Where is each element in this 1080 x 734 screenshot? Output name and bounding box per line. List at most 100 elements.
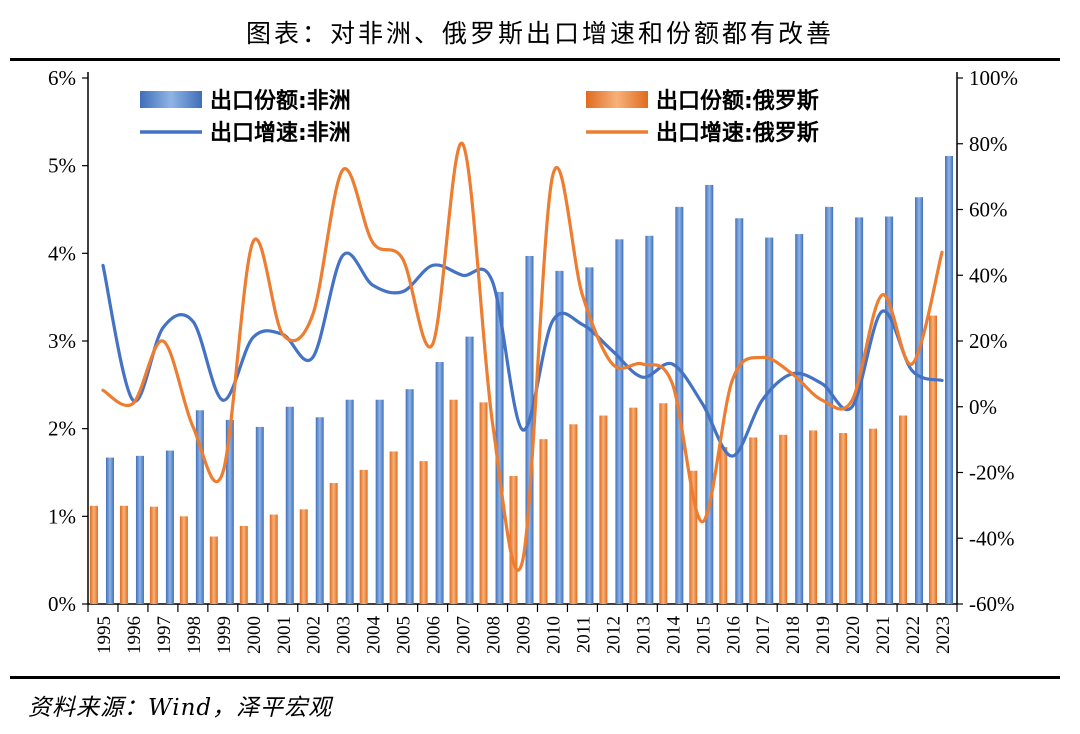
source-note: 资料来源：Wind，泽平宏观 [28, 695, 333, 721]
right-axis-tick-label: 40% [969, 263, 1008, 287]
bar-share-russia [899, 415, 908, 604]
top-rule [10, 58, 1060, 61]
bar-share-russia [239, 525, 248, 604]
x-axis-tick-label: 1996 [124, 616, 145, 654]
bar-share-russia [839, 433, 848, 604]
left-axis-tick-label: 3% [48, 329, 76, 353]
right-axis-tick-label: 100% [969, 66, 1018, 90]
bar-share-russia [479, 402, 488, 604]
left-axis-tick-label: 0% [48, 592, 76, 616]
x-axis-tick-label: 1997 [154, 616, 175, 654]
right-axis-tick-label: 0% [969, 395, 997, 419]
bar-share-africa [735, 218, 744, 604]
bar-share-africa [315, 417, 324, 604]
bar-share-africa [375, 399, 384, 604]
bar-share-africa [345, 399, 354, 604]
x-axis-tick-label: 2001 [274, 616, 295, 654]
x-axis-tick-label: 2009 [514, 616, 535, 654]
bar-share-russia [539, 439, 548, 604]
bar-share-russia [809, 430, 818, 604]
chart-title: 图表：对非洲、俄罗斯出口增速和份额都有改善 [245, 19, 834, 48]
bar-share-africa [165, 450, 174, 604]
left-axis-tick-label: 5% [48, 154, 76, 178]
bar-share-africa [225, 419, 234, 604]
bottom-rule [10, 676, 1060, 679]
x-axis-tick-label: 1999 [214, 616, 235, 654]
bar-share-africa [285, 406, 294, 604]
right-axis-tick-label: -40% [969, 526, 1015, 550]
bar-share-russia [599, 415, 608, 604]
legend-growth-africa-label: 出口增速:非洲 [210, 120, 351, 146]
legend-share-russia-swatch [586, 91, 648, 108]
legend-growth-russia-label: 出口增速:俄罗斯 [656, 120, 819, 146]
bar-share-africa [495, 291, 504, 604]
bar-share-africa [255, 426, 264, 604]
x-axis-tick-label: 2018 [783, 616, 804, 654]
bar-share-africa [795, 234, 804, 604]
chart-svg: 0% 1% 2% 3% 4% 5% 6% -60% -40% -20% 0% 20% 40% 60% 80%… [48, 66, 1018, 655]
x-axis-tick-label: 2015 [693, 616, 714, 654]
right-axis-tick-label: -60% [969, 592, 1015, 616]
x-axis-tick-label: 1995 [94, 616, 115, 654]
bar-share-africa [525, 255, 534, 605]
bar-share-russia [929, 315, 938, 604]
bar-share-africa [675, 206, 684, 604]
right-axis-tick-label: 60% [969, 198, 1008, 222]
bar-share-africa [915, 197, 924, 604]
line-growth-russia [101, 142, 944, 572]
bar-share-africa [705, 184, 714, 604]
bar-share-russia [269, 514, 278, 604]
bar-share-africa [585, 267, 594, 604]
bar-share-africa [105, 457, 114, 604]
bar-share-russia [179, 516, 188, 604]
bar-share-africa [555, 270, 564, 604]
bar-share-russia [689, 470, 698, 604]
bar-share-russia [389, 451, 398, 604]
legend-share-russia-label: 出口份额:俄罗斯 [656, 88, 819, 114]
bar-share-africa [765, 237, 774, 604]
x-axis-tick-label: 2011 [573, 616, 594, 653]
bar-share-africa [435, 362, 444, 604]
bar-share-russia [149, 506, 158, 604]
bar-share-africa [885, 216, 894, 604]
left-axis-tick-label: 1% [48, 504, 76, 528]
x-axis-tick-label: 2005 [394, 616, 415, 654]
x-axis-tick-label: 2014 [663, 616, 684, 655]
x-axis-tick-label: 2006 [424, 616, 445, 654]
x-axis-tick-label: 1998 [184, 616, 205, 654]
bar-share-russia [299, 509, 308, 604]
bar-share-africa [645, 235, 654, 605]
bar-share-russia [869, 428, 878, 604]
bar-share-russia [569, 424, 578, 604]
x-axis-tick-label: 2017 [753, 616, 774, 654]
left-axis-tick-label: 2% [48, 417, 76, 441]
x-axis-tick-label: 2003 [334, 616, 355, 654]
bar-share-russia [209, 536, 218, 604]
bar-share-africa [615, 239, 624, 604]
x-axis-tick-label: 2019 [813, 616, 834, 654]
bar-share-africa [195, 410, 204, 604]
bar-share-russia [629, 407, 638, 604]
bar-share-russia [119, 505, 128, 604]
bar-share-africa [855, 217, 864, 604]
x-axis-tick-label: 2020 [843, 616, 864, 654]
bar-share-russia [659, 403, 668, 604]
right-axis-tick-label: 20% [969, 329, 1008, 353]
left-axis-tick-label: 4% [48, 241, 76, 265]
bar-share-russia [449, 399, 458, 604]
x-axis-tick-label: 2007 [454, 616, 475, 654]
right-axis-tick-label: -20% [969, 461, 1015, 485]
legend-share-africa-label: 出口份额:非洲 [210, 89, 351, 114]
bar-share-russia [329, 483, 338, 604]
bar-share-russia [719, 447, 728, 604]
line-growth-africa [101, 251, 944, 458]
bar-share-africa [405, 389, 414, 604]
bar-share-africa [135, 455, 144, 604]
right-axis-tick-label: 80% [969, 132, 1008, 156]
bar-share-russia [359, 469, 368, 604]
bar-share-russia [89, 505, 98, 604]
x-axis-tick-label: 2010 [543, 616, 564, 654]
x-axis-tick-label: 2004 [364, 616, 385, 655]
bar-share-africa [945, 156, 954, 605]
x-axis-tick-label: 2002 [304, 616, 325, 654]
